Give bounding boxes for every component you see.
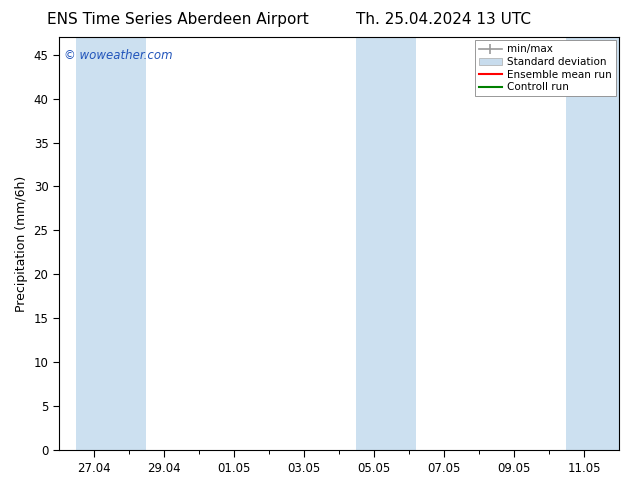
Text: Th. 25.04.2024 13 UTC: Th. 25.04.2024 13 UTC [356,12,531,27]
Text: ENS Time Series Aberdeen Airport: ENS Time Series Aberdeen Airport [47,12,308,27]
Legend: min/max, Standard deviation, Ensemble mean run, Controll run: min/max, Standard deviation, Ensemble me… [475,40,616,97]
Y-axis label: Precipitation (mm/6h): Precipitation (mm/6h) [15,175,28,312]
Text: © woweather.com: © woweather.com [65,49,173,62]
Bar [567,37,619,450]
Bar [76,37,146,450]
Bar [356,37,416,450]
